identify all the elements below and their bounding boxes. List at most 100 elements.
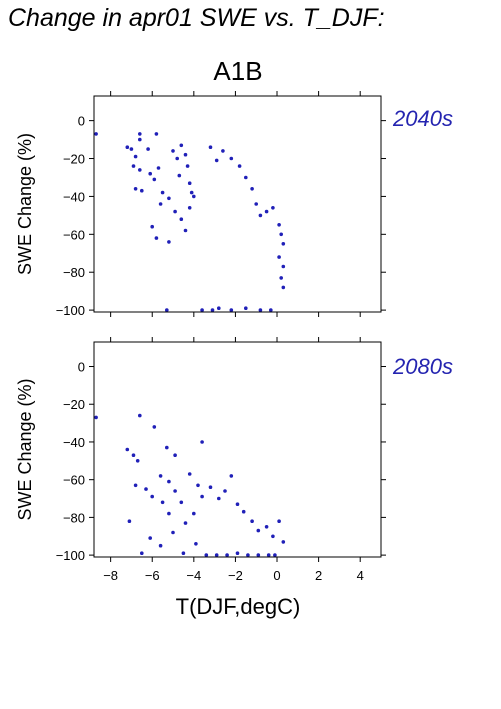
data-point (138, 137, 142, 142)
data-point (135, 459, 140, 463)
y-tick-label: 0 (78, 114, 85, 129)
data-point (237, 164, 242, 168)
data-point (150, 494, 154, 499)
data-point (229, 156, 234, 161)
data-point (179, 217, 184, 221)
y-tick-label: −40 (63, 189, 85, 204)
data-point (277, 519, 281, 523)
data-point (173, 209, 177, 214)
data-point (131, 453, 136, 458)
y-tick-label: −100 (56, 303, 85, 318)
data-point (271, 206, 275, 210)
data-point (127, 519, 132, 523)
data-point (133, 187, 138, 191)
data-point (235, 502, 240, 507)
x-tick-label: −6 (145, 568, 160, 583)
data-point (229, 474, 234, 478)
data-point (183, 152, 188, 157)
data-point (175, 156, 179, 161)
data-point (152, 425, 157, 429)
x-axis-label: T(DJF,degC) (175, 594, 301, 619)
x-tick-label: −4 (186, 568, 201, 583)
data-point (133, 483, 138, 488)
data-point (246, 553, 250, 557)
data-point (154, 236, 159, 240)
panel-2040s: 0 −20 −40 −60 −80 −100 SWE Change (%) (15, 91, 386, 318)
period-label-2080s: 2080s (393, 354, 453, 379)
data-point (217, 306, 221, 311)
data-point (140, 188, 144, 193)
data-point (94, 415, 98, 420)
data-point (200, 440, 204, 444)
data-point (171, 149, 175, 153)
data-point (179, 143, 184, 148)
data-point (192, 511, 196, 516)
plot-frame (93, 95, 382, 313)
data-point (138, 168, 142, 172)
figure-title: Change in apr01 SWE vs. T_DJF: (8, 4, 385, 32)
data-point (256, 528, 261, 533)
data-point (152, 177, 157, 182)
data-point (189, 190, 194, 195)
y-axis-label: SWE Change (%) (15, 378, 35, 520)
x-tick-label: 0 (273, 568, 280, 583)
data-point (133, 154, 138, 159)
data-point (146, 147, 150, 151)
data-point (181, 551, 186, 555)
data-point (154, 132, 159, 136)
data-point (148, 171, 152, 176)
data-point (250, 519, 254, 523)
data-point (167, 511, 171, 516)
data-point (200, 494, 204, 499)
data-point (138, 413, 142, 418)
plot-frame (93, 341, 382, 558)
data-point (185, 164, 190, 168)
data-point (140, 551, 144, 555)
data-point (200, 308, 204, 312)
data-point (177, 173, 182, 178)
data-point (214, 553, 219, 557)
data-point (158, 543, 163, 548)
y-tick-label: −80 (63, 265, 85, 280)
data-point (266, 553, 271, 557)
x-tick-label: −8 (103, 568, 118, 583)
data-point (94, 132, 98, 136)
data-point (183, 521, 188, 525)
x-tick-label: 2 (315, 568, 322, 583)
data-point (173, 453, 177, 458)
data-point (258, 308, 263, 312)
data-point (264, 525, 269, 529)
data-point (167, 240, 171, 244)
data-point (208, 145, 213, 149)
data-point (235, 551, 240, 555)
data-point (217, 496, 221, 501)
data-point (192, 194, 196, 199)
data-point (138, 132, 142, 136)
y-axis-label: SWE Change (%) (15, 133, 35, 275)
data-point (183, 228, 188, 233)
y-tick-label: 0 (78, 360, 85, 375)
data-point (264, 209, 269, 214)
data-point (281, 540, 286, 544)
data-point (281, 242, 286, 246)
data-point (279, 276, 284, 280)
data-point (279, 232, 284, 237)
data-point (269, 308, 273, 312)
data-point (165, 445, 169, 450)
data-point (273, 553, 277, 557)
data-point (148, 536, 152, 540)
data-point (158, 474, 163, 478)
data-point (254, 202, 258, 206)
data-point (158, 202, 163, 206)
data-point (204, 553, 209, 557)
y-tick-label: −40 (63, 435, 85, 450)
data-point (160, 500, 165, 505)
data-point (221, 149, 225, 153)
data-point (214, 158, 219, 163)
y-tick-label: −20 (63, 397, 85, 412)
data-point (144, 487, 148, 491)
data-point (150, 224, 154, 229)
data-point (258, 213, 263, 218)
data-point (223, 489, 227, 493)
